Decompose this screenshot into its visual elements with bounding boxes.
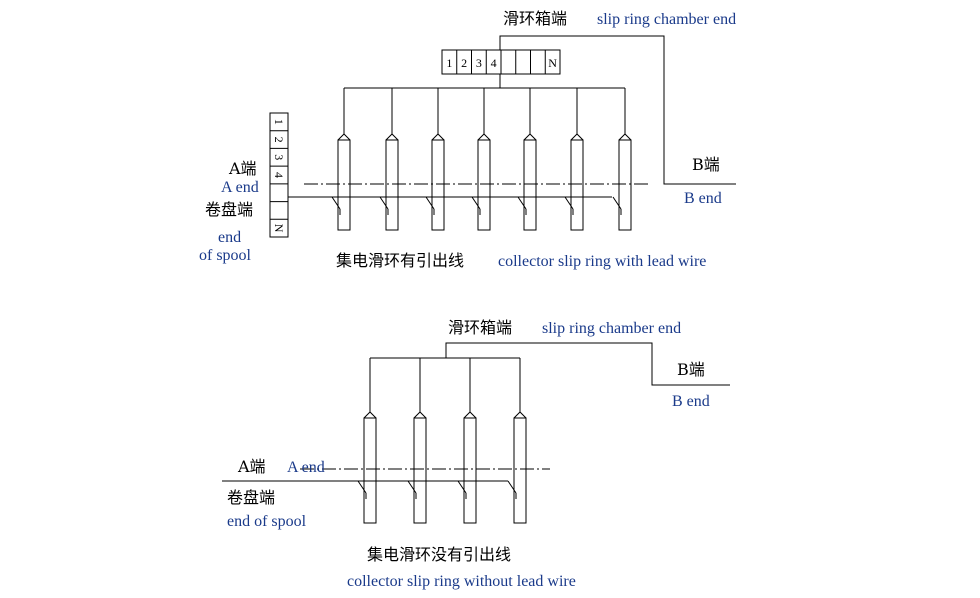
bottom-a-end-cn: A端 — [237, 457, 266, 476]
ring-body — [570, 139, 584, 231]
terminal-cell-label: 4 — [491, 56, 497, 70]
ring-lead-tick — [471, 196, 481, 210]
ring-body — [477, 139, 491, 231]
side-cell-label: 4 — [272, 172, 286, 178]
ring-lead-tick — [331, 196, 341, 210]
top-caption-cn: 集电滑环有引出线 — [336, 251, 464, 270]
ring-arrow-head — [477, 133, 491, 141]
bottom-slip-ring — [407, 358, 427, 524]
bottom-b-end-en: B end — [672, 393, 710, 410]
ring-body — [337, 139, 351, 231]
ring-lead-tick — [564, 196, 574, 210]
ring-lead-tick — [407, 480, 417, 494]
top-slip-rings — [330, 88, 632, 231]
ring-arrow-head — [523, 133, 537, 141]
ring-lead-tick — [517, 196, 527, 210]
top-side-terminal-cells: 1 2 3 4 N — [270, 119, 288, 233]
ring-body — [618, 139, 632, 231]
bottom-slip-ring — [457, 358, 477, 524]
ring-lead-tick — [379, 196, 389, 210]
side-cell-label: 2 — [272, 137, 286, 143]
bottom-a-end-en: A end — [287, 459, 325, 476]
ring-body — [363, 417, 377, 524]
side-cell-label: N — [272, 224, 286, 233]
terminal-cell-label: N — [548, 56, 557, 70]
terminal-cell-label: 2 — [461, 56, 467, 70]
bottom-chamber-label-en: slip ring chamber end — [542, 320, 681, 337]
ring-lead-tick — [425, 196, 435, 210]
ring-arrow-head — [431, 133, 445, 141]
top-a-end-en: A end — [221, 179, 259, 196]
top-spool-en-1: end — [218, 229, 241, 246]
ring-lead-tick — [457, 480, 467, 494]
bottom-spool-cn: 卷盘端 — [227, 488, 275, 507]
top-slip-ring — [471, 88, 491, 231]
bottom-slip-ring — [507, 358, 527, 524]
ring-lead-tick — [357, 480, 367, 494]
top-b-end-en: B end — [684, 190, 722, 207]
top-caption-en: collector slip ring with lead wire — [498, 253, 706, 270]
ring-lead-tick — [612, 196, 622, 210]
top-chamber-to-b-line — [499, 35, 736, 185]
ring-body — [463, 417, 477, 524]
ring-arrow-head — [363, 411, 377, 419]
ring-lead-tick — [507, 480, 517, 494]
ring-arrow-head — [618, 133, 632, 141]
top-side-terminal-block — [269, 112, 289, 238]
ring-arrow-head — [570, 133, 584, 141]
top-spool-cn: 卷盘端 — [205, 200, 253, 219]
ring-body — [431, 139, 445, 231]
ring-body — [413, 417, 427, 524]
top-chamber-label-en: slip ring chamber end — [597, 11, 736, 28]
top-slip-ring — [517, 88, 537, 231]
top-slip-ring — [331, 88, 351, 231]
ring-body — [523, 139, 537, 231]
terminal-cell-label: 1 — [446, 56, 452, 70]
bottom-caption-cn: 集电滑环没有引出线 — [367, 545, 511, 564]
bottom-spool-en: end of spool — [227, 513, 307, 530]
bottom-chamber-label-cn: 滑环箱端 — [448, 318, 512, 337]
bottom-b-end-cn: B端 — [677, 360, 705, 379]
side-cell-label: 1 — [272, 119, 286, 125]
top-a-end-cn: A端 — [228, 159, 257, 178]
side-cell-label: 3 — [272, 154, 286, 160]
bottom-caption-en: collector slip ring without lead wire — [347, 573, 576, 590]
ring-arrow-head — [385, 133, 399, 141]
top-slip-ring — [612, 88, 632, 231]
ring-arrow-head — [463, 411, 477, 419]
bottom-slip-ring — [357, 358, 377, 524]
ring-body — [385, 139, 399, 231]
top-spool-en-2: of spool — [199, 247, 252, 264]
ring-arrow-head — [513, 411, 527, 419]
ring-body — [513, 417, 527, 524]
terminal-cell-label: 3 — [476, 56, 482, 70]
top-slip-ring — [425, 88, 445, 231]
diagram-without-lead-wire: 滑环箱端 slip ring chamber end A端 A end 卷盘端 … — [222, 318, 730, 590]
top-b-end-cn: B端 — [692, 155, 720, 174]
top-chamber-label-cn: 滑环箱端 — [503, 9, 567, 28]
ring-arrow-head — [337, 133, 351, 141]
top-slip-ring — [564, 88, 584, 231]
bottom-chamber-to-b-line — [445, 342, 730, 386]
bottom-slip-rings — [357, 358, 527, 524]
top-slip-ring — [379, 88, 399, 231]
ring-arrow-head — [413, 411, 427, 419]
